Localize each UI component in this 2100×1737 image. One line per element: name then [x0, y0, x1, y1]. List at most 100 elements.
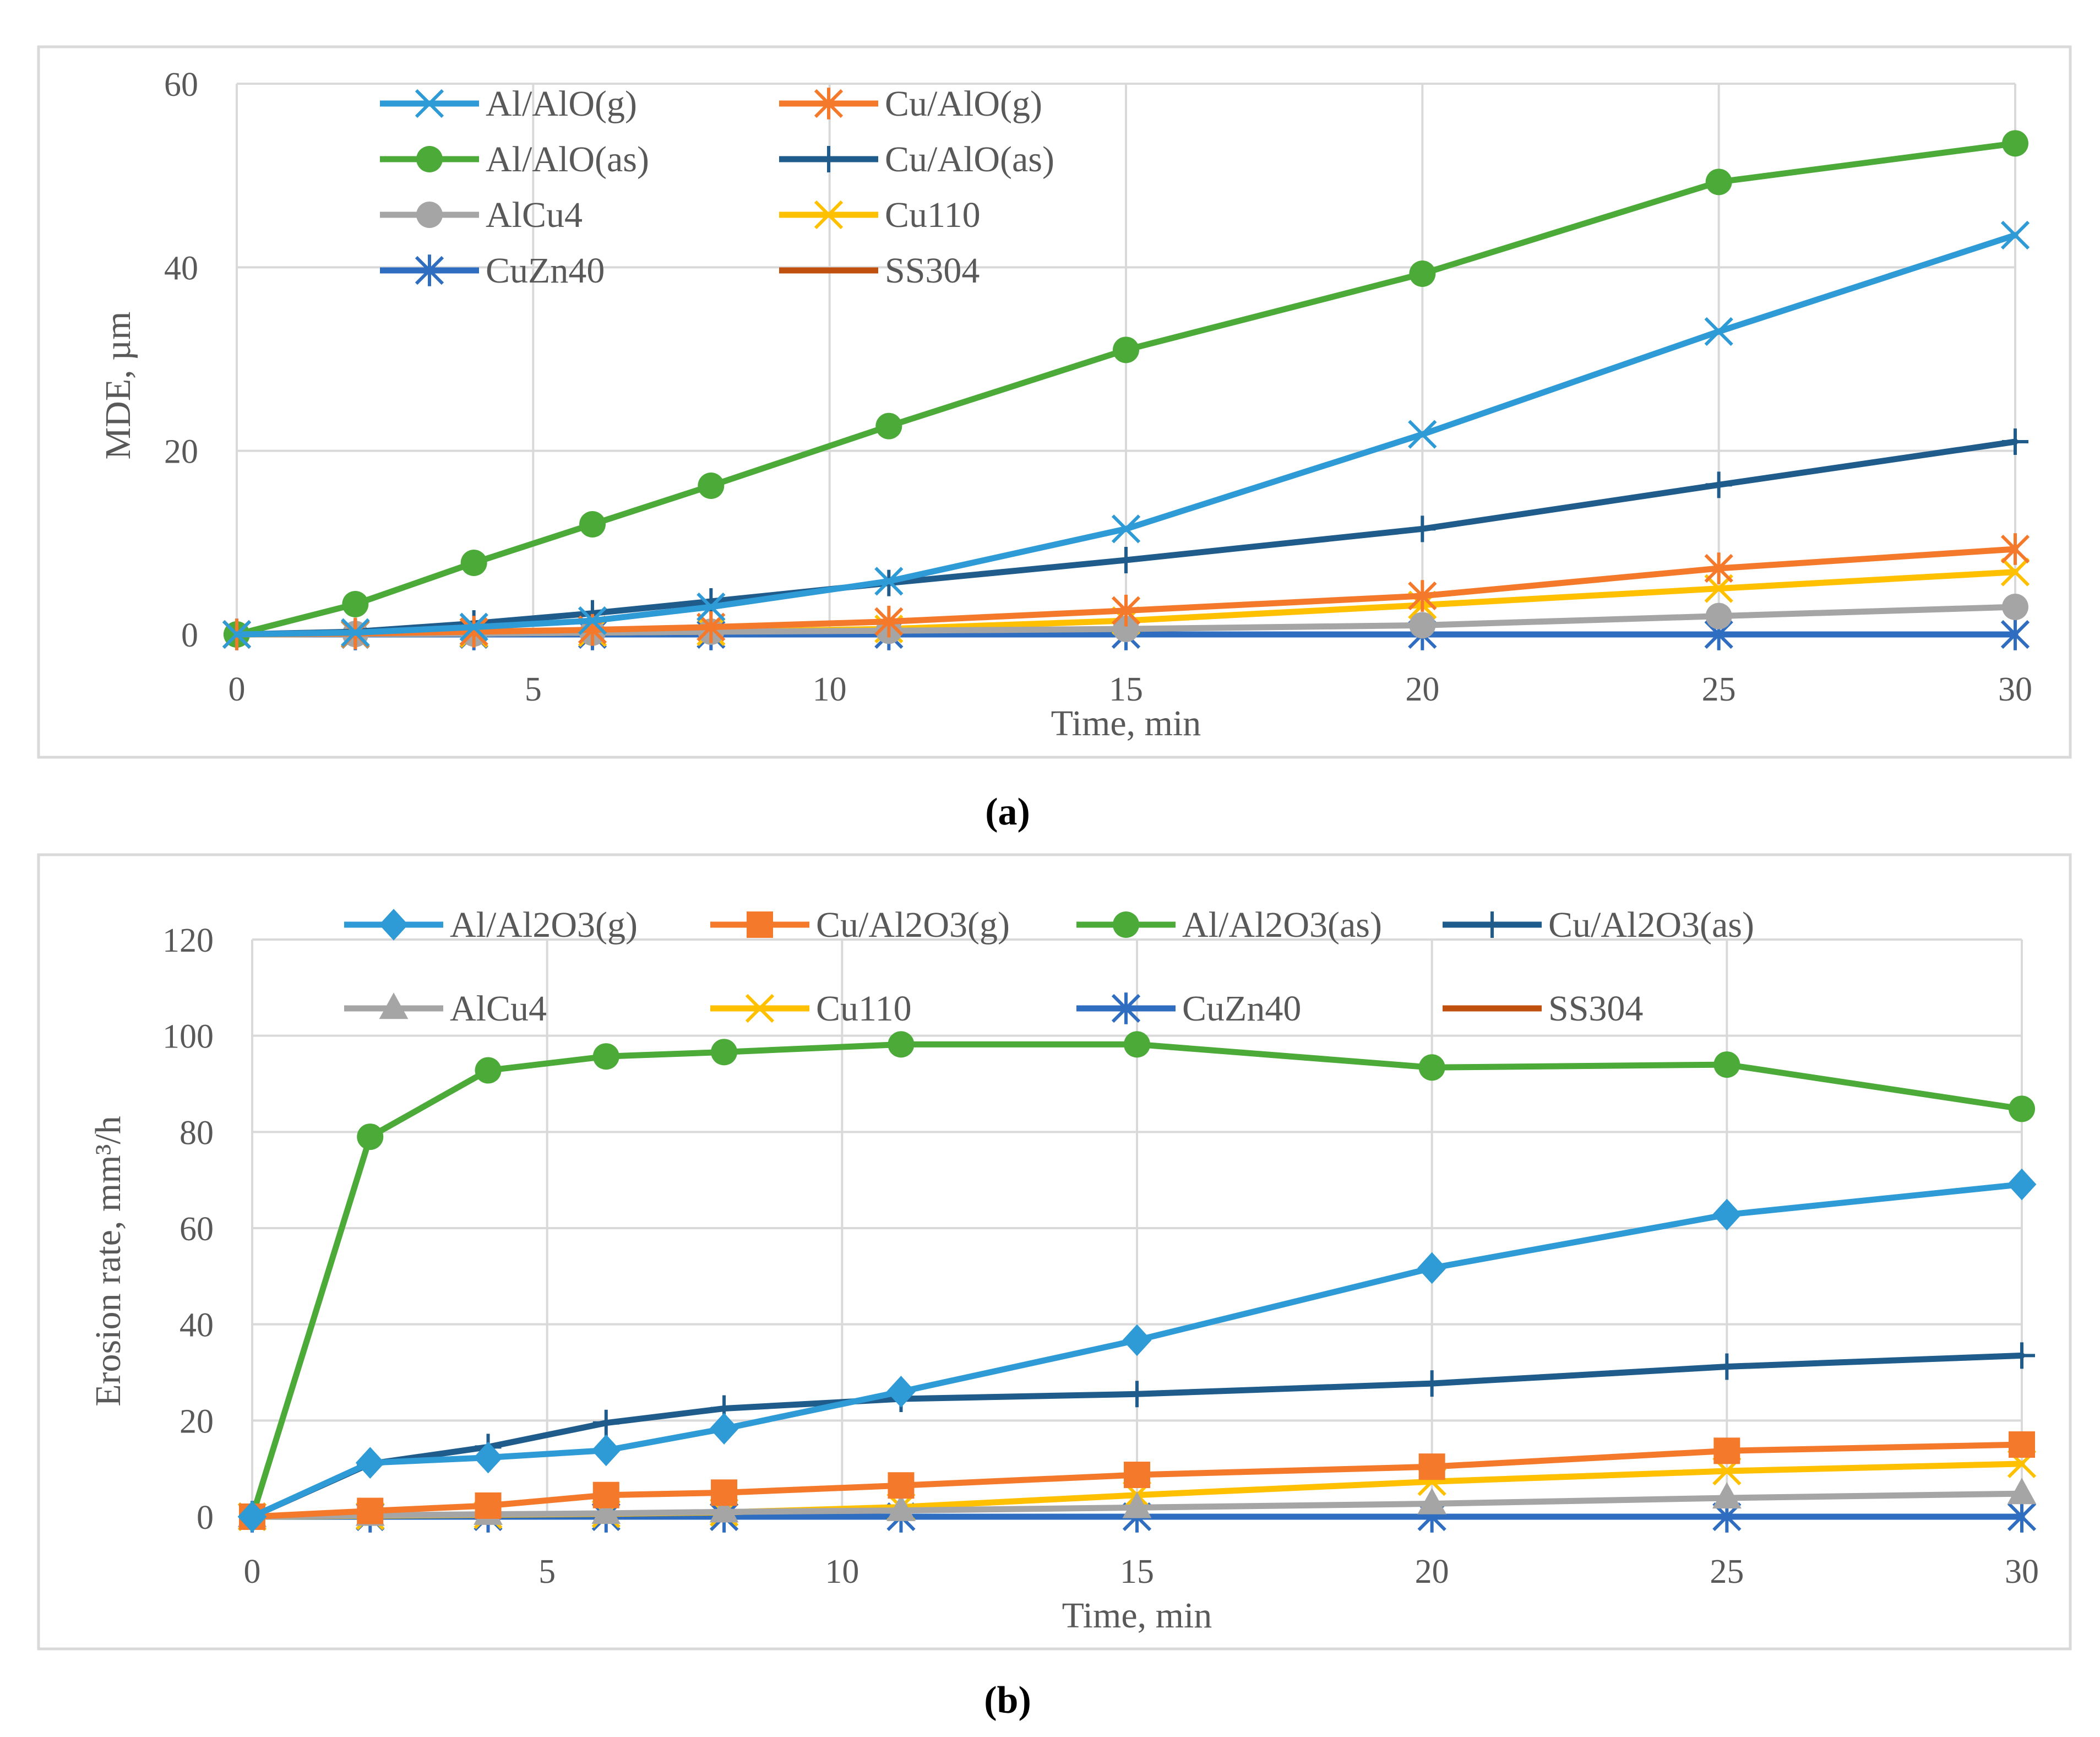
b-ytick-label: 20 [179, 1403, 214, 1440]
data-point-al-al2o3-as [2009, 1095, 2035, 1122]
data-point-cu-alo-g [1111, 594, 1141, 627]
data-point-al-alo-g [1111, 514, 1141, 544]
panel-a-legend: Al/AlO(g) Cu/AlO(g) Al/AlO(as) Cu/AlO(as) Al… [380, 84, 1054, 291]
data-point-cu-alo-as [2002, 428, 2028, 455]
b-ytick-label: 80 [179, 1114, 214, 1152]
data-point-al-al2o3-g [474, 1441, 503, 1474]
data-point-cu-alo-as [698, 588, 725, 615]
panel-b-frame [37, 853, 2072, 1651]
panel-b-series [237, 1031, 2037, 1533]
legend-entry-al-al2o3-g: Al/Al2O3(g) [344, 905, 638, 945]
data-point-alcu4 [1705, 602, 1732, 629]
legend-marker-al-alo-as [416, 146, 443, 172]
a-ytick-label: 60 [164, 66, 198, 104]
data-point-cu-al2o3-g [1418, 1453, 1445, 1480]
legend-entry-cu110: Cu110 [779, 195, 981, 235]
a-ytick-label: 20 [164, 433, 198, 471]
data-point-al-al2o3-g [709, 1413, 739, 1445]
b-xtick-label: 25 [1710, 1553, 1744, 1591]
panel-b-xlabel: Time, min [1062, 1595, 1212, 1636]
legend-marker-cu-alo-g [814, 88, 844, 120]
a-ytick-label: 0 [181, 617, 198, 654]
data-point-cu-al2o3-as [2009, 1342, 2035, 1369]
series-line-al-al2o3-as [249, 1041, 2025, 1520]
data-point-al-alo-as [875, 412, 902, 439]
legend-marker-alcu4 [379, 992, 409, 1019]
b-xtick-label: 20 [1415, 1553, 1449, 1591]
legend-marker-al-al2o3-g [379, 909, 409, 941]
data-point-alcu4 [1712, 1482, 1742, 1509]
data-point-al-alo-as [1113, 336, 1139, 363]
panel-a-series [222, 130, 2030, 650]
data-point-cu-alo-as [1113, 547, 1139, 573]
panel-b-axes: 0 5 10 15 20 25 30 0 20 40 60 80 100 120 [162, 922, 2039, 1591]
data-point-al-alo-g [578, 606, 607, 636]
legend-entry-cu110: Cu110 [710, 989, 912, 1029]
panel-b-legend: Al/Al2O3(g) Cu/Al2O3(g) Al/Al2O3(as) Cu/Al2… [344, 905, 1754, 1029]
data-point-al-al2o3-as [1124, 1031, 1150, 1058]
legend-label-cu-alo-as: Cu/AlO(as) [885, 139, 1054, 180]
data-point-cu-alo-g [697, 611, 726, 643]
legend-entry-ss304: SS304 [779, 251, 980, 291]
data-point-alcu4 [709, 1496, 739, 1523]
legend-marker-cu-alo-as [815, 146, 842, 172]
panel-a-label: (a) [985, 791, 1030, 833]
panel-b-ylabel: Erosion rate, mm³/h [88, 1116, 128, 1407]
legend-entry-cu-alo-as: Cu/AlO(as) [779, 139, 1054, 180]
data-point-al-alo-as [460, 550, 487, 576]
b-ytick-label: 120 [162, 922, 214, 959]
data-point-al-alo-g [341, 618, 370, 647]
data-point-al-al2o3-as [711, 1039, 738, 1066]
panel-b-label: (b) [984, 1679, 1031, 1722]
data-point-alcu4 [886, 1494, 916, 1521]
data-point-al-al2o3-g [355, 1447, 385, 1479]
a-xtick-label: 20 [1405, 671, 1439, 708]
legend-entry-cuzn40: CuZn40 [380, 251, 605, 291]
data-point-al-al2o3-as [592, 1043, 619, 1070]
data-point-al-al2o3-g [886, 1376, 916, 1408]
series-line-al-al2o3-g [249, 1181, 2025, 1520]
a-xtick-label: 30 [1998, 671, 2032, 708]
legend-marker-cu-al2o3-as [1479, 911, 1505, 938]
data-point-alcu4 [1409, 612, 1436, 639]
data-point-al-alo-g [1704, 317, 1733, 346]
data-point-al-alo-as [342, 591, 369, 617]
panel-a-frame [37, 45, 2072, 759]
legend-marker-cu110 [745, 994, 775, 1023]
data-point-alcu4 [2007, 1478, 2037, 1505]
data-point-cu-al2o3-g [1124, 1462, 1150, 1489]
legend-label-cu110: Cu110 [885, 195, 981, 235]
data-point-al-alo-as [1705, 169, 1732, 196]
panel-a-axes: 0 5 10 15 20 25 30 0 20 40 60 [164, 66, 2032, 708]
b-ytick-label: 40 [179, 1307, 214, 1344]
data-point-al-alo-g [222, 620, 252, 649]
data-point-al-al2o3-g [1122, 1324, 1152, 1356]
data-point-al-al2o3-as [357, 1123, 384, 1150]
legend-label-cu-al2o3-g: Cu/Al2O3(g) [816, 905, 1010, 945]
series-line-alcu4 [249, 1490, 2025, 1520]
b-xtick-label: 10 [825, 1553, 859, 1591]
data-point-cuzn40 [2000, 618, 2030, 650]
data-point-cu-al2o3-as [592, 1409, 619, 1436]
legend-entry-cu-al2o3-as: Cu/Al2O3(as) [1443, 905, 1754, 945]
data-point-cu-al2o3-g [2009, 1431, 2035, 1458]
data-point-al-al2o3-as [1713, 1051, 1740, 1078]
data-point-cu-al2o3-g [592, 1481, 619, 1508]
legend-label-al-alo-g: Al/AlO(g) [486, 84, 637, 124]
legend-label-ss304: SS304 [1548, 989, 1643, 1029]
b-ytick-label: 100 [162, 1018, 214, 1056]
legend-entry-cuzn40: CuZn40 [1076, 989, 1301, 1029]
legend-entry-al-alo-g: Al/AlO(g) [380, 84, 637, 124]
legend-label-cu-al2o3-as: Cu/Al2O3(as) [1548, 905, 1754, 945]
data-point-cu-al2o3-g [711, 1479, 738, 1506]
data-point-al-al2o3-g [2007, 1168, 2037, 1201]
legend-marker-cuzn40 [1111, 992, 1141, 1024]
data-point-al-al2o3-g [591, 1434, 621, 1467]
data-point-cu-alo-g [1408, 580, 1437, 612]
data-point-al-al2o3-as [1418, 1054, 1445, 1081]
b-xtick-label: 0 [244, 1553, 261, 1591]
legend-marker-alcu4 [416, 202, 443, 228]
